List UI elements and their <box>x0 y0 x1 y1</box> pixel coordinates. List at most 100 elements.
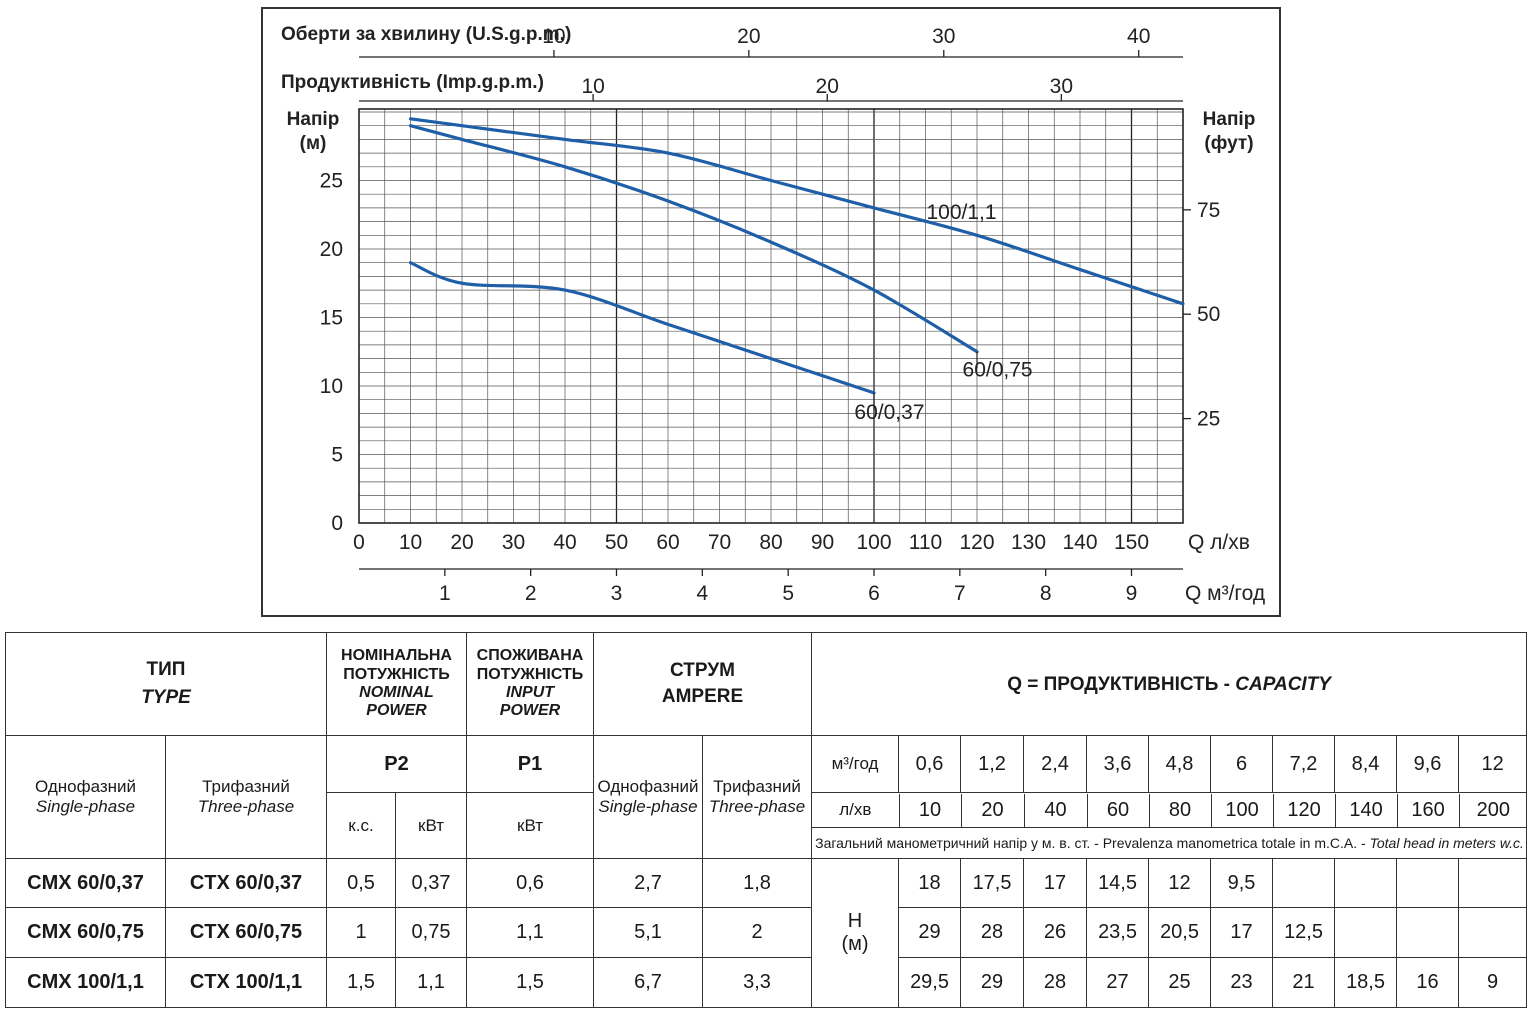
input-header-en-line2: POWER <box>499 702 561 720</box>
head-value: 23 <box>1210 957 1274 1008</box>
table-row: CMX 100/1,1 CTX 100/1,1 1,5 1,1 1,5 6,7 … <box>5 957 1528 1008</box>
head-value <box>1396 907 1460 958</box>
ampere-three: 2 <box>702 907 813 958</box>
head-value: 17 <box>1210 907 1274 958</box>
head-note: Загальний манометричний напір у м. в. ст… <box>815 834 1370 851</box>
model-three: CTX 60/0,37 <box>165 858 327 908</box>
x-tick-label: 0 <box>353 531 365 554</box>
lmin-value: 200 <box>1459 793 1528 828</box>
head-value: 28 <box>960 907 1025 958</box>
lmin-subtable: л/хв 10 20 40 60 80 100 120 140 160 200 … <box>812 793 1528 858</box>
lmin-value: 140 <box>1335 793 1398 828</box>
kw-unit-p2: кВт <box>394 792 468 859</box>
type-header-en: TYPE <box>141 687 191 708</box>
lmin-value: 60 <box>1087 793 1150 828</box>
head-value: 20,5 <box>1148 907 1212 958</box>
three-phase-header-cell: Трифазний Three-phase <box>165 735 327 859</box>
head-value: 29 <box>898 907 962 958</box>
lmin-and-note-cell: л/хв 10 20 40 60 80 100 120 140 160 200 … <box>811 792 1528 859</box>
head-value: 28 <box>1023 957 1088 1008</box>
top2-tick-label: 10 <box>581 75 604 98</box>
single-phase-header-cell: Однофазний Single-phase <box>5 735 166 859</box>
lmin-value: 10 <box>899 793 962 828</box>
p2-kw-value: 1,1 <box>394 957 468 1008</box>
ampere-three: 3,3 <box>702 957 813 1008</box>
m3h-value: 0,6 <box>898 735 962 793</box>
m3h-value: 9,6 <box>1396 735 1460 793</box>
table-row: CMX 60/0,75 CTX 60/0,75 1 0,75 1,1 5,1 2… <box>5 907 1528 958</box>
chart-axes <box>358 50 1191 576</box>
head-value: 29 <box>960 957 1025 1008</box>
head-label: H <box>847 910 863 932</box>
m3h-unit-label: м³/год <box>811 735 900 793</box>
nominal-header-line1: НОМІНАЛЬНА <box>341 647 452 665</box>
p1-kw-value: 0,6 <box>466 858 595 908</box>
nominal-header-line2: ПОТУЖНІСТЬ <box>343 665 450 683</box>
m3h-value: 1,2 <box>960 735 1025 793</box>
y-axis-unit-left: (м) <box>300 133 327 154</box>
x-tick-label: 70 <box>708 531 731 554</box>
hp-value: 1 <box>326 907 396 958</box>
y-right-tick-label: 25 <box>1197 408 1220 431</box>
head-value: 21 <box>1272 957 1336 1008</box>
head-note-cell: Загальний манометричний напір у м. в. ст… <box>812 828 1527 858</box>
head-label-cell: H (м) <box>811 858 900 1008</box>
lmin-value: 100 <box>1211 793 1274 828</box>
m3h-value: 2,4 <box>1023 735 1088 793</box>
lmin-value: 160 <box>1397 793 1460 828</box>
capacity-header: Q = ПРОДУКТИВНІСТЬ - <box>1007 673 1236 695</box>
nominal-header-en-line1: NOMINAL <box>359 684 434 701</box>
input-power-header-cell: СПОЖИВАНА ПОТУЖНІСТЬ INPUT POWER <box>466 632 595 736</box>
y-right-tick-label: 50 <box>1197 303 1220 326</box>
m3h-value: 7,2 <box>1272 735 1336 793</box>
head-value: 14,5 <box>1086 858 1150 908</box>
top2-tick-label: 20 <box>816 75 839 98</box>
head-value: 18 <box>898 858 962 908</box>
m3h-value: 12 <box>1458 735 1528 793</box>
head-value: 12,5 <box>1272 907 1336 958</box>
capacity-header-en: CAPACITY <box>1235 673 1331 695</box>
head-value: 9 <box>1458 957 1528 1008</box>
x-tick-label: 10 <box>399 531 422 554</box>
head-value: 17,5 <box>960 858 1025 908</box>
x-tick-label: 30 <box>502 531 525 554</box>
p1-kw-value: 1,1 <box>466 907 595 958</box>
x2-tick-label: 1 <box>439 582 451 605</box>
plot-frame <box>358 108 1184 524</box>
p2-kw-value: 0,37 <box>394 858 468 908</box>
top1-tick-label: 10 <box>542 25 565 48</box>
table-row: CMX 60/0,37 CTX 60/0,37 0,5 0,37 0,6 2,7… <box>5 858 1528 1008</box>
single-phase-label-en: Single-phase <box>35 797 136 816</box>
y-tick-label: 10 <box>320 375 343 398</box>
model-single: CMX 60/0,37 <box>5 858 166 908</box>
head-value: 27 <box>1086 957 1150 1008</box>
x2-tick-label: 4 <box>696 582 708 605</box>
x2-tick-label: 7 <box>954 582 966 605</box>
kw-unit-p1: кВт <box>466 792 595 859</box>
chart-series <box>408 117 1185 395</box>
p1-header: P1 <box>466 735 595 793</box>
lmin-value: 20 <box>961 793 1025 828</box>
m3h-value: 6 <box>1210 735 1274 793</box>
x2-tick-label: 2 <box>525 582 537 605</box>
type-header: ТИП <box>146 659 186 681</box>
lmin-value: 80 <box>1149 793 1212 828</box>
p1-kw-value: 1,5 <box>466 957 595 1008</box>
y-tick-label: 25 <box>320 170 343 193</box>
top1-tick-label: 30 <box>932 25 955 48</box>
y-tick-label: 20 <box>320 238 343 261</box>
current-single-label: Однофазний <box>597 777 699 797</box>
chart-svg: 0 10 20 30 40 50 60 70 80 90 100 110 120 130 140 150 Q л… <box>281 24 1265 605</box>
x-tick-label: 130 <box>1011 531 1046 554</box>
x-tick-label: 100 <box>856 531 891 554</box>
hp-unit: к.с. <box>326 792 396 859</box>
pump-spec-table: ТИП TYPE НОМІНАЛЬНА ПОТУЖНІСТЬ NOMINAL P… <box>5 632 1528 1008</box>
current-three-header-cell: Трифазний Three-phase <box>702 735 813 859</box>
head-note-en: Total head in meters w.c. <box>1369 834 1524 851</box>
x-axis-label: Q л/хв <box>1188 531 1250 554</box>
three-phase-label: Трифазний <box>202 777 290 797</box>
current-header-en: AMPERE <box>661 686 744 707</box>
current-three-label: Трифазний <box>713 777 801 797</box>
series-label: 60/0,37 <box>854 401 924 424</box>
series-line-100-1-1 <box>408 117 1185 306</box>
